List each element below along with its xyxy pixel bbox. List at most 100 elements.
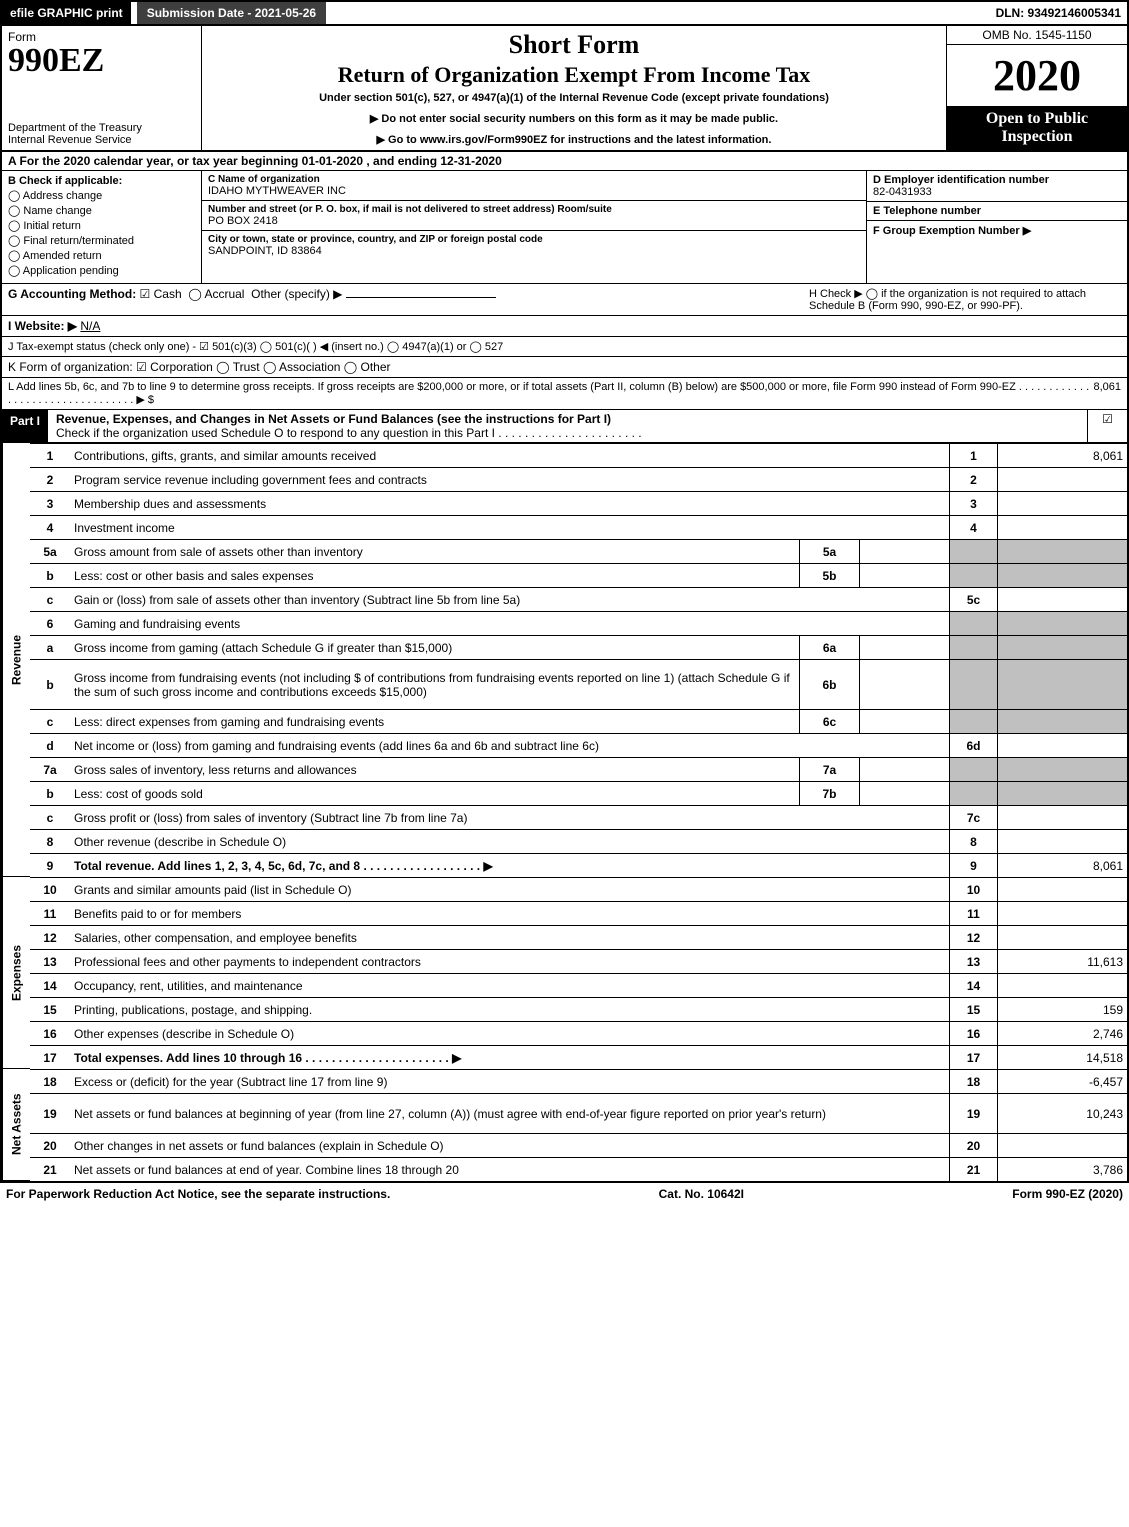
chk-application-pending[interactable]: Application pending (8, 264, 195, 277)
line-1-no: 1 (30, 443, 70, 467)
line-5b-subval (859, 563, 949, 587)
chk-final-return[interactable]: Final return/terminated (8, 234, 195, 247)
line-4-rno: 4 (949, 515, 997, 539)
ein-value: 82-0431933 (873, 186, 1121, 198)
info-grid: B Check if applicable: Address change Na… (0, 171, 1129, 284)
line-12-no: 12 (30, 925, 70, 949)
line-4-no: 4 (30, 515, 70, 539)
section-net-assets: Net Assets (2, 1069, 30, 1181)
line-7c-rno: 7c (949, 805, 997, 829)
line-5a-sub: 5a (799, 539, 859, 563)
line-18-val: -6,457 (997, 1069, 1127, 1093)
line-10-val (997, 877, 1127, 901)
page-footer: For Paperwork Reduction Act Notice, see … (0, 1183, 1129, 1205)
line-6-no: 6 (30, 611, 70, 635)
header-left: Form 990EZ Department of the Treasury In… (2, 26, 202, 150)
line-9-no: 9 (30, 853, 70, 877)
addr-value: PO BOX 2418 (208, 215, 860, 227)
chk-address-change[interactable]: Address change (8, 189, 195, 202)
line-6c-sub: 6c (799, 709, 859, 733)
line-5b-rno (949, 563, 997, 587)
short-form-title: Short Form (208, 30, 940, 60)
line-16-val: 2,746 (997, 1021, 1127, 1045)
line-21-rno: 21 (949, 1157, 997, 1181)
line-8-desc: Other revenue (describe in Schedule O) (70, 829, 949, 853)
line-7a-subval (859, 757, 949, 781)
line-6-val (997, 611, 1127, 635)
line-5c-val (997, 587, 1127, 611)
line-5a-rno (949, 539, 997, 563)
subtitle: Under section 501(c), 527, or 4947(a)(1)… (208, 92, 940, 104)
line-4-val (997, 515, 1127, 539)
line-21-desc: Net assets or fund balances at end of ye… (70, 1157, 949, 1181)
tel-label: E Telephone number (873, 205, 1121, 217)
line-6a-desc: Gross income from gaming (attach Schedul… (70, 635, 799, 659)
website-value: N/A (80, 319, 100, 333)
line-11-desc: Benefits paid to or for members (70, 901, 949, 925)
open-public-badge: Open to Public Inspection (947, 106, 1127, 150)
line-5c-desc: Gain or (loss) from sale of assets other… (70, 587, 949, 611)
line-2-val (997, 467, 1127, 491)
city-value: SANDPOINT, ID 83864 (208, 245, 860, 257)
line-7c-no: c (30, 805, 70, 829)
footer-right: Form 990-EZ (2020) (1012, 1187, 1123, 1201)
col-b-title: B Check if applicable: (8, 175, 195, 187)
chk-accrual[interactable]: Accrual (188, 287, 244, 301)
part-1-check[interactable]: ☑ (1087, 410, 1127, 442)
line-13-val: 11,613 (997, 949, 1127, 973)
chk-amended-return[interactable]: Amended return (8, 249, 195, 262)
line-6-rno (949, 611, 997, 635)
line-8-val (997, 829, 1127, 853)
line-14-val (997, 973, 1127, 997)
line-6b-sub: 6b (799, 659, 859, 709)
line-9-rno: 9 (949, 853, 997, 877)
line-6c-val (997, 709, 1127, 733)
chk-cash[interactable]: Cash (140, 287, 182, 301)
line-6b-no: b (30, 659, 70, 709)
column-d: D Employer identification number 82-0431… (867, 171, 1127, 283)
line-6-desc: Gaming and fundraising events (70, 611, 949, 635)
accounting-label: G Accounting Method: (8, 287, 136, 301)
row-k: K Form of organization: ☑ Corporation ◯ … (0, 357, 1129, 378)
line-14-rno: 14 (949, 973, 997, 997)
tax-year: 2020 (947, 52, 1127, 100)
ein-label: D Employer identification number (873, 174, 1121, 186)
line-7a-desc: Gross sales of inventory, less returns a… (70, 757, 799, 781)
dln-label: DLN: 93492146005341 (996, 6, 1127, 20)
line-17-val: 14,518 (997, 1045, 1127, 1069)
form-header: Form 990EZ Department of the Treasury In… (0, 26, 1129, 152)
line-5b-desc: Less: cost or other basis and sales expe… (70, 563, 799, 587)
section-revenue: Revenue (2, 443, 30, 877)
line-2-no: 2 (30, 467, 70, 491)
line-15-no: 15 (30, 997, 70, 1021)
line-20-desc: Other changes in net assets or fund bala… (70, 1133, 949, 1157)
line-11-rno: 11 (949, 901, 997, 925)
line-2-desc: Program service revenue including govern… (70, 467, 949, 491)
line-7c-val (997, 805, 1127, 829)
line-7b-rno (949, 781, 997, 805)
line-5b-val (997, 563, 1127, 587)
efile-label[interactable]: efile GRAPHIC print (2, 2, 131, 24)
line-11-val (997, 901, 1127, 925)
irs-label: Internal Revenue Service (8, 134, 195, 146)
line-6b-rno (949, 659, 997, 709)
part-1-sub: Check if the organization used Schedule … (56, 426, 642, 440)
line-1-desc: Contributions, gifts, grants, and simila… (70, 443, 949, 467)
line-6c-subval (859, 709, 949, 733)
line-17-desc: Total expenses. Add lines 10 through 16 … (70, 1045, 949, 1069)
line-5c-rno: 5c (949, 587, 997, 611)
chk-initial-return[interactable]: Initial return (8, 219, 195, 232)
line-19-desc: Net assets or fund balances at beginning… (70, 1093, 949, 1133)
row-i: I Website: ▶ N/A (0, 316, 1129, 337)
line-15-val: 159 (997, 997, 1127, 1021)
chk-name-change[interactable]: Name change (8, 204, 195, 217)
row-g: G Accounting Method: Cash Accrual Other … (0, 284, 1129, 316)
row-a-tax-year: A For the 2020 calendar year, or tax yea… (0, 152, 1129, 171)
line-7b-val (997, 781, 1127, 805)
line-18-desc: Excess or (deficit) for the year (Subtra… (70, 1069, 949, 1093)
addr-label: Number and street (or P. O. box, if mail… (208, 204, 860, 215)
line-6b-val (997, 659, 1127, 709)
line-6b-subval (859, 659, 949, 709)
line-7b-subval (859, 781, 949, 805)
website-label: I Website: ▶ (8, 319, 77, 333)
